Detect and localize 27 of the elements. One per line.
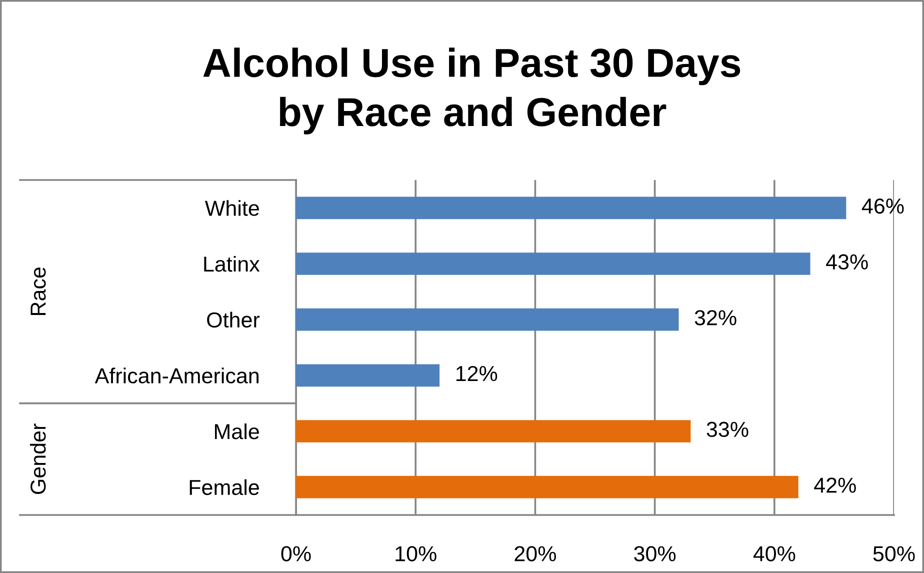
bar [296, 476, 798, 498]
bar [296, 196, 846, 220]
x-tick-label: 50% [873, 546, 915, 562]
y-tick-label: African-American [94, 368, 258, 384]
data-label: 42% [814, 478, 856, 493]
bar [296, 252, 810, 275]
text: Race [30, 267, 46, 316]
y-tick-label: Other [207, 312, 260, 328]
data-label: 43% [826, 254, 868, 270]
data-label: 32% [694, 310, 736, 326]
x-tick-label: 40% [753, 546, 796, 562]
x-tick-label: 30% [634, 546, 676, 562]
text: Gender [30, 424, 46, 494]
bar [296, 364, 440, 387]
bar [296, 308, 679, 331]
data-label: 46% [862, 198, 904, 214]
y-tick-label: White [204, 200, 259, 216]
y-tick-label: Female [190, 479, 259, 496]
x-tick-label: 20% [514, 546, 556, 562]
x-tick-label: 10% [396, 546, 436, 562]
chart-title: Alcohol Use in Past 30 Days by Race and Gender [203, 48, 740, 134]
bar [296, 420, 691, 442]
y-tick-label: Male [214, 423, 259, 440]
data-label: 33% [706, 422, 748, 438]
data-label: 12% [456, 366, 498, 382]
y-tick-label: Latinx [204, 256, 260, 272]
x-tick-label: 0% [281, 546, 311, 562]
